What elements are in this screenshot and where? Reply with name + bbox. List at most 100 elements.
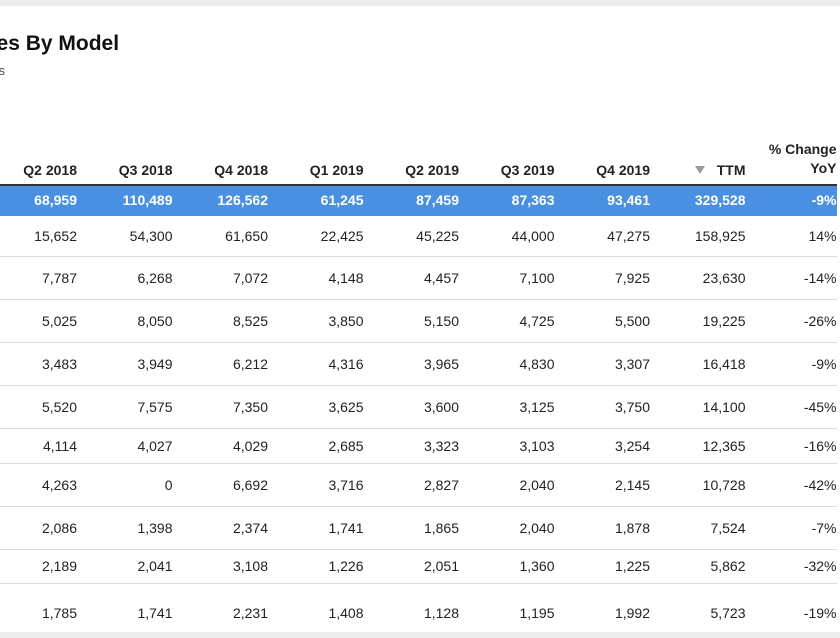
table-cell: -7%	[750, 506, 837, 550]
column-header-pct-change-yoy[interactable]: % Change YoY	[750, 6, 837, 186]
table-cell: 1,128	[368, 583, 464, 632]
table-cell: 3,600	[368, 385, 464, 429]
table-row[interactable]: 5,025 8,050 8,525 3,850 5,150 4,725 5,500 19,22…	[0, 299, 837, 343]
table-cell: 4,830	[464, 342, 560, 386]
table-row[interactable]: 1,785 1,741 2,231 1,408 1,128 1,195 1,992 5,723…	[0, 583, 837, 632]
column-header-q4-2019[interactable]: Q4 2019	[559, 6, 655, 186]
table-cell: -26%	[750, 299, 837, 343]
table-row[interactable]: 2,189 2,041 3,108 1,226 2,051 1,360 1,225 5,862…	[0, 549, 837, 584]
table-cell: 4,457	[368, 256, 464, 300]
table-cell: 15,652	[0, 215, 82, 257]
table-cell: 1,408	[273, 583, 369, 632]
table-cell: 5,150	[368, 299, 464, 343]
table-cell: 61,650	[177, 215, 273, 257]
table-cell: 1,226	[273, 549, 369, 584]
table-cell: 1,785	[0, 583, 82, 632]
table-row[interactable]: 7,787 6,268 7,072 4,148 4,457 7,100 7,925 23,63…	[0, 256, 837, 300]
table-cell: 329,528	[655, 185, 751, 216]
table-cell: 7,072	[177, 256, 273, 300]
column-header-q2-2018[interactable]: Q2 2018	[0, 6, 82, 186]
table-cell: 8,525	[177, 299, 273, 343]
table-cell: 4,029	[177, 428, 273, 464]
table-row[interactable]: 3,483 3,949 6,212 4,316 3,965 4,830 3,307 16,41…	[0, 342, 837, 386]
table-cell: 47,275	[559, 215, 655, 257]
table-cell: 110,489	[82, 185, 178, 216]
table-cell: 2,685	[273, 428, 369, 464]
table-cell: 19,225	[655, 299, 751, 343]
table-cell: 3,716	[273, 463, 369, 507]
table-cell: 93,461	[559, 185, 655, 216]
table-cell: 1,360	[464, 549, 560, 584]
table-cell: -16%	[750, 428, 837, 464]
table-cell: 4,148	[273, 256, 369, 300]
table-cell: 5,862	[655, 549, 751, 584]
table-cell: 16,418	[655, 342, 751, 386]
table-cell: 2,086	[0, 506, 82, 550]
table-cell: 10,728	[655, 463, 751, 507]
column-header-q3-2018[interactable]: Q3 2018	[82, 6, 178, 186]
table-row[interactable]: 15,652 54,300 61,650 22,425 45,225 44,000 47,2…	[0, 215, 837, 257]
table-cell: 2,041	[82, 549, 178, 584]
table-cell: 22,425	[273, 215, 369, 257]
table-cell: 4,027	[82, 428, 178, 464]
table-cell: -45%	[750, 385, 837, 429]
table-cell: 44,000	[464, 215, 560, 257]
page-title: ales By Model	[0, 32, 120, 55]
table-row[interactable]: 4,263 0 6,692 3,716 2,827 2,040 2,145 10,728 -42…	[0, 463, 837, 507]
table-cell: 1,865	[368, 506, 464, 550]
table-cell: 3,254	[559, 428, 655, 464]
table-cell: 2,051	[368, 549, 464, 584]
table-cell: 4,114	[0, 428, 82, 464]
table-cell: 3,307	[559, 342, 655, 386]
table-row[interactable]: 2,086 1,398 2,374 1,741 1,865 2,040 1,878 7,524…	[0, 506, 837, 550]
table-cell: 3,483	[0, 342, 82, 386]
table-cell: -9%	[750, 185, 837, 216]
table-cell: 54,300	[82, 215, 178, 257]
table-cell: 6,268	[82, 256, 178, 300]
sort-descending-icon[interactable]	[694, 166, 705, 174]
table-cell: 7,787	[0, 256, 82, 300]
page-subtitle: 's	[0, 63, 5, 78]
table-cell: 5,520	[0, 385, 82, 429]
table-cell: 87,363	[464, 185, 560, 216]
report-card: Q2 2018 Q3 2018 Q4 2018 Q1 2019 Q2 2019 …	[0, 6, 840, 632]
table-cell: 1,195	[464, 583, 560, 632]
table-cell: 6,212	[177, 342, 273, 386]
table-cell: 0	[82, 463, 178, 507]
table-row[interactable]: 4,114 4,027 4,029 2,685 3,323 3,103 3,254 12,36…	[0, 428, 837, 464]
table-cell: 2,189	[0, 549, 82, 584]
table-cell: -14%	[750, 256, 837, 300]
table-cell: 3,125	[464, 385, 560, 429]
table-cell: 3,323	[368, 428, 464, 464]
table-cell: 7,524	[655, 506, 751, 550]
column-header-q3-2019[interactable]: Q3 2019	[464, 6, 560, 186]
table-cell: 2,145	[559, 463, 655, 507]
table-cell: 2,374	[177, 506, 273, 550]
table-cell: 1,398	[82, 506, 178, 550]
table-row[interactable]: 5,520 7,575 7,350 3,625 3,600 3,125 3,750 14,10…	[0, 385, 837, 429]
table-cell: 87,459	[368, 185, 464, 216]
table-cell: 5,500	[559, 299, 655, 343]
table-cell: 7,925	[559, 256, 655, 300]
table-cell: 1,741	[82, 583, 178, 632]
table-cell: 3,965	[368, 342, 464, 386]
table-cell: -32%	[750, 549, 837, 584]
table-cell: 61,245	[273, 185, 369, 216]
table-cell: 8,050	[82, 299, 178, 343]
table-cell: 2,231	[177, 583, 273, 632]
column-header-q1-2019[interactable]: Q1 2019	[273, 6, 369, 186]
table-cell: 5,723	[655, 583, 751, 632]
column-header-q4-2018[interactable]: Q4 2018	[177, 6, 273, 186]
table-cell: 45,225	[368, 215, 464, 257]
table-cell: 3,850	[273, 299, 369, 343]
table-cell: 5,025	[0, 299, 82, 343]
table-row-highlighted[interactable]: 68,959 110,489 126,562 61,245 87,459 87,363 93…	[0, 185, 837, 216]
column-header-ttm[interactable]: TTM	[655, 6, 751, 186]
table-cell: 12,365	[655, 428, 751, 464]
table-cell: 7,350	[177, 385, 273, 429]
table-cell: 2,040	[464, 463, 560, 507]
table-cell: 158,925	[655, 215, 751, 257]
column-header-q2-2019[interactable]: Q2 2019	[368, 6, 464, 186]
table-cell: 23,630	[655, 256, 751, 300]
table-cell: 14%	[750, 215, 837, 257]
